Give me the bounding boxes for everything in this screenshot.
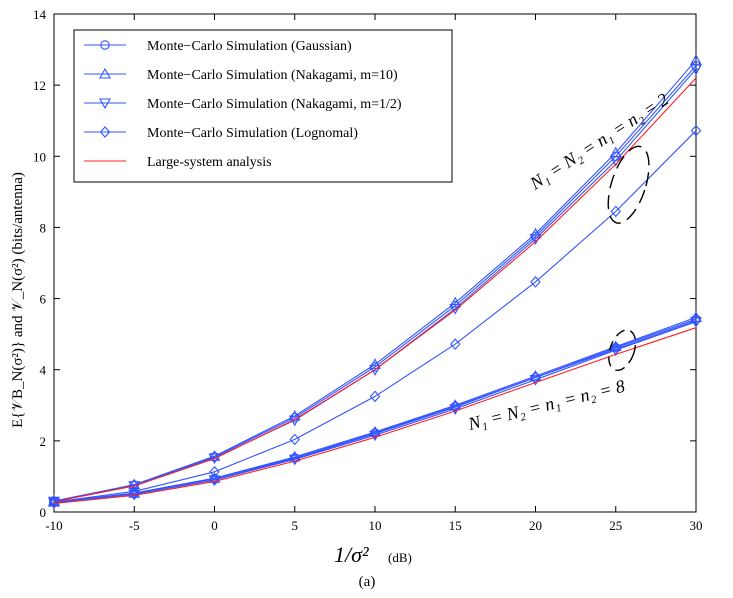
series-6 (49, 314, 701, 508)
data-point-triangle-down (690, 64, 702, 76)
y-tick-label: 6 (40, 292, 47, 307)
x-tick-label: 0 (211, 518, 218, 533)
data-point-diamond (690, 124, 702, 137)
x-tick-label: 30 (690, 518, 703, 533)
data-point-triangle-up (690, 54, 702, 65)
y-tick-label: 2 (40, 434, 47, 449)
series-line (53, 318, 697, 503)
series-9 (48, 314, 702, 509)
legend-entry: Monte−Carlo Simulation (Gaussian) (84, 39, 352, 54)
x-tick-label: 15 (449, 518, 462, 533)
annotation-n8: N₁ = N₂ = n₁ = n₂ = 8 (465, 376, 627, 435)
legend-entry: Large-system analysis (84, 155, 272, 170)
x-tick-label: -5 (129, 518, 140, 533)
data-point-triangle-up (690, 311, 702, 322)
x-tick-label: 25 (609, 518, 622, 533)
y-tick-label: 10 (33, 149, 46, 164)
annotation-n2: N₁ = N₂ = n₁ = n₂ = 2 (525, 89, 671, 194)
x-axis-unit: (dB) (388, 550, 412, 565)
cluster-ellipse-n8 (608, 329, 637, 372)
series-10 (53, 327, 697, 505)
series-line (53, 327, 697, 505)
data-point-diamond (289, 433, 300, 446)
data-point-triangle-up (529, 227, 542, 239)
series-line (53, 321, 697, 504)
series-line (53, 77, 697, 503)
cluster-ellipse-n2 (607, 145, 650, 224)
data-point-triangle-up (449, 296, 462, 308)
y-tick-label: 8 (40, 220, 47, 235)
legend-marker-circle (100, 40, 110, 50)
y-tick-label: 0 (40, 505, 47, 520)
series-line (53, 316, 697, 503)
y-tick-label: 14 (33, 7, 47, 22)
y-tick-label: 12 (33, 78, 46, 93)
legend-label: Monte−Carlo Simulation (Nakagami, m=1/2) (147, 97, 402, 112)
data-point-diamond (289, 452, 300, 465)
series-7 (48, 311, 702, 507)
data-point-diamond (690, 314, 702, 327)
data-point-diamond (610, 205, 621, 218)
legend-entry: Monte−Carlo Simulation (Nakagami, m=1/2) (84, 97, 402, 112)
data-point-diamond (450, 401, 461, 413)
data-point-triangle-up (48, 495, 60, 507)
data-point-diamond (48, 496, 60, 509)
x-tick-label: 10 (369, 518, 382, 533)
legend-label: Large-system analysis (147, 155, 272, 170)
series-line (53, 130, 697, 503)
x-tick-label: 20 (529, 518, 542, 533)
data-point-diamond (209, 474, 220, 486)
data-point-triangle-up (369, 358, 381, 369)
series-5 (53, 77, 697, 503)
data-point-triangle-down (208, 453, 221, 465)
data-point-diamond (530, 276, 541, 288)
data-point-diamond (209, 465, 220, 478)
data-point-diamond (129, 488, 140, 501)
legend-label: Monte−Carlo Simulation (Gaussian) (147, 39, 352, 54)
figure-caption: (a) (359, 574, 376, 590)
data-point-diamond (369, 427, 381, 440)
legend-entry: Monte−Carlo Simulation (Nakagami, m=10) (84, 67, 398, 83)
legend-label: Monte−Carlo Simulation (Nakagami, m=10) (147, 68, 398, 83)
y-tick-label: 4 (40, 363, 47, 378)
x-tick-label: 5 (292, 518, 299, 533)
series-8 (48, 317, 702, 509)
legend-marker-triangle-down (99, 98, 111, 110)
legend: Monte−Carlo Simulation (Gaussian) Monte−C… (73, 29, 453, 183)
series-line (53, 320, 697, 504)
x-tick-label: -10 (45, 518, 62, 533)
data-point-triangle-down (449, 303, 462, 315)
y-axis-title: E{𝒱B_N(σ²)} and 𝒱_N(σ²) (bits/antenna) (10, 172, 26, 428)
data-point-triangle-down (369, 365, 381, 376)
x-axis-title: 1/σ² (334, 542, 369, 567)
data-point-diamond (369, 390, 381, 403)
legend-marker-triangle-up (99, 67, 111, 79)
series-4 (48, 124, 702, 508)
series-line (53, 59, 697, 502)
legend-box (73, 29, 453, 183)
legend-entry: Monte−Carlo Simulation (Lognomal) (84, 126, 358, 141)
legend-label: Monte−Carlo Simulation (Lognomal) (147, 126, 358, 141)
series-group (48, 54, 702, 509)
data-point-triangle-up (208, 450, 221, 461)
data-point-diamond (450, 338, 461, 350)
legend-marker-diamond (99, 126, 111, 138)
axis-ticks: -10 -5 0 5 10 15 20 25 30 0 2 4 6 8 10 12 14 (33, 7, 703, 533)
